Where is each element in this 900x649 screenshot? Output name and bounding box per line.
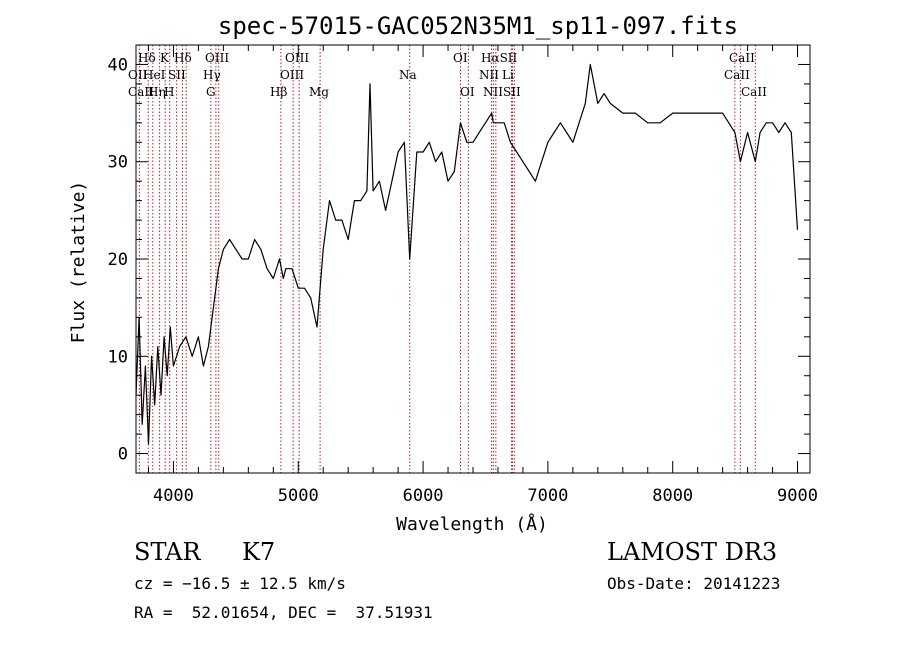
y-tick-label: 40 — [108, 55, 128, 75]
y-tick-label: 20 — [108, 250, 128, 270]
line-label: G — [206, 85, 216, 99]
chart-title: spec-57015-GAC052N35M1_sp11-097.fits — [218, 12, 738, 40]
line-label: SII — [168, 68, 186, 82]
line-label: Mg — [309, 85, 329, 99]
y-tick-label: 30 — [108, 153, 128, 173]
y-tick-label: 10 — [108, 347, 128, 367]
x-tick-label: 8000 — [652, 486, 693, 506]
spectrum-series — [135, 63, 799, 445]
line-label: OIII — [285, 51, 309, 65]
line-label: OI — [453, 51, 468, 65]
ra-dec-coordinates: RA = 52.01654, DEC = 37.51931 — [134, 603, 433, 622]
plot-axes: 4000 5000 6000 7000 8000 9000 0 10 20 30 40 — [108, 44, 818, 506]
line-label: OII — [128, 68, 148, 82]
line-label: OIII — [205, 51, 229, 65]
line-label: Hη — [148, 85, 166, 99]
line-label: H — [164, 85, 174, 99]
line-label: HαSII — [481, 51, 518, 65]
line-label: CaII — [724, 68, 750, 82]
line-label: NII — [479, 68, 499, 82]
x-tick-label: 4000 — [153, 486, 194, 506]
observation-date: Obs-Date: 20141223 — [607, 574, 781, 593]
line-label: CaII — [729, 51, 755, 65]
spectral-line-markers — [138, 45, 756, 473]
y-tick-label: 0 — [118, 445, 128, 465]
x-tick-label: 9000 — [777, 486, 818, 506]
line-label: CaII — [741, 85, 767, 99]
x-axis-label: Wavelength (Å) — [396, 513, 548, 535]
line-label: OI — [460, 85, 475, 99]
object-type: STAR — [134, 538, 201, 566]
redshift-cz: cz = −16.5 ± 12.5 km/s — [134, 574, 346, 593]
line-label: Hδ — [138, 51, 156, 65]
line-label: OIII — [280, 68, 304, 82]
line-label: Hδ — [174, 51, 192, 65]
survey-name: LAMOST DR3 — [607, 538, 778, 566]
line-label: CaII — [128, 85, 154, 99]
spectral-subclass: K7 — [242, 538, 276, 566]
x-tick-label: 5000 — [278, 486, 319, 506]
line-label: Hβ — [270, 85, 287, 99]
x-tick-label: 6000 — [403, 486, 444, 506]
line-label: Hγ — [203, 68, 221, 82]
line-label: NIISII — [483, 85, 521, 99]
line-label: K — [160, 51, 170, 65]
line-label: Li — [502, 68, 514, 82]
line-label: Na — [399, 68, 417, 82]
plot-frame — [135, 44, 811, 474]
y-axis-label: Flux (relative) — [68, 181, 89, 344]
spectrum-line — [135, 63, 799, 445]
x-tick-label: 7000 — [527, 486, 568, 506]
line-label: HeI — [143, 68, 166, 82]
